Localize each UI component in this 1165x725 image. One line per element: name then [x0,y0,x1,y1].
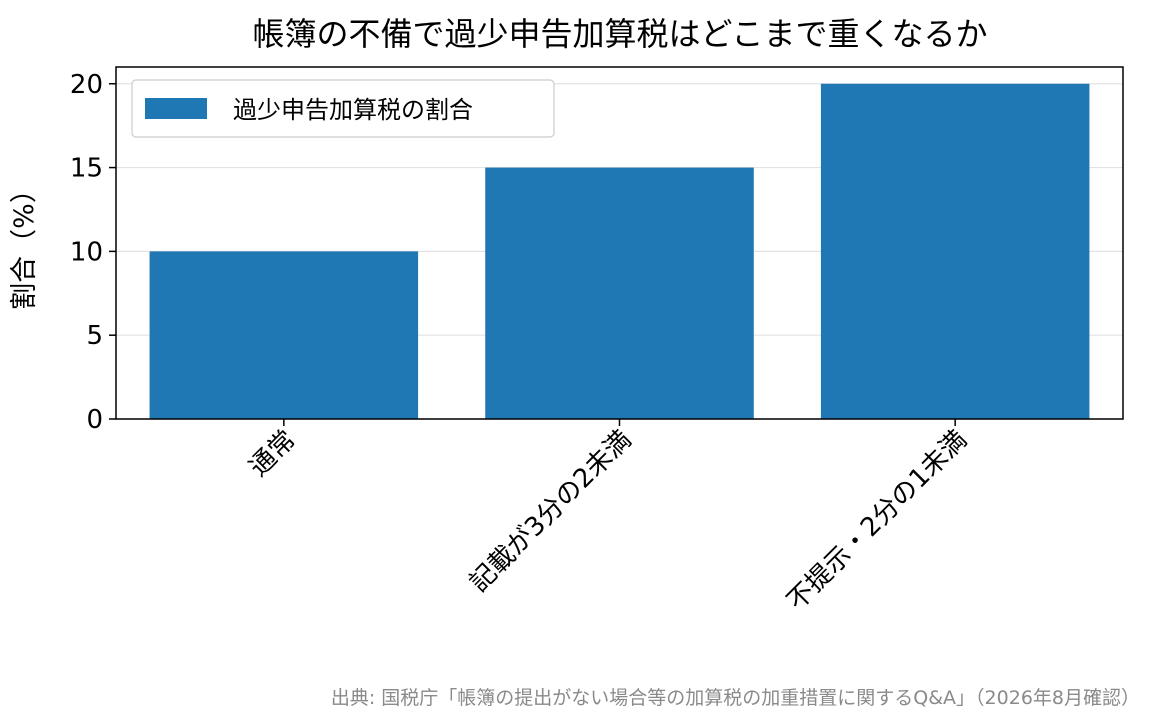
source-note: 出典: 国税庁「帳簿の提出がない場合等の加算税の加重措置に関するQ&A」（202… [331,687,1140,709]
bar-2 [820,83,1090,419]
y-tick-label-20: 20 [70,70,103,100]
y-axis-ticks: 0 5 10 15 20 [70,70,116,435]
x-axis-ticks: 通常 記載が3分の2未満 不提示・2分の1未満 [244,419,973,616]
y-tick-label-0: 0 [86,405,103,435]
legend-box [131,79,555,138]
legend: 過少申告加算税の割合 [131,79,555,138]
x-tick-label-1: 記載が3分の2未満 [464,425,637,598]
bars [149,83,1090,419]
bar-1 [485,167,754,419]
y-axis-label: 割合（%） [9,176,40,310]
x-tick-label-2: 不提示・2分の1未満 [781,425,973,617]
legend-label: 過少申告加算税の割合 [233,96,473,124]
legend-swatch [145,98,207,119]
bar-0 [149,251,419,419]
y-tick-label-10: 10 [70,237,103,267]
y-tick-label-5: 5 [86,321,103,351]
x-tick-label-0: 通常 [244,425,302,483]
y-tick-label-15: 15 [70,154,103,184]
chart-title: 帳簿の不備で過少申告加算税はどこまで重くなるか [252,15,987,53]
